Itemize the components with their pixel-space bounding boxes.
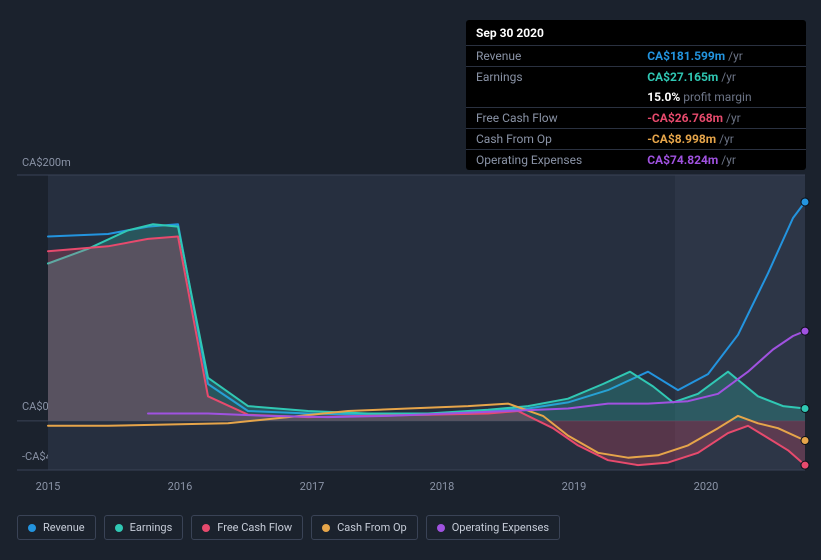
legend-label: Free Cash Flow xyxy=(217,521,292,534)
series-end-marker xyxy=(801,327,809,335)
legend-label: Earnings xyxy=(130,521,173,534)
series-end-marker xyxy=(801,198,809,206)
legend-dot-icon xyxy=(202,524,210,532)
legend-item[interactable]: Cash From Op xyxy=(311,515,418,540)
legend-dot-icon xyxy=(322,524,330,532)
legend-label: Operating Expenses xyxy=(452,521,549,534)
x-axis-label: 2018 xyxy=(430,480,455,493)
legend-item[interactable]: Operating Expenses xyxy=(426,515,560,540)
legend-dot-icon xyxy=(437,524,445,532)
legend-label: Revenue xyxy=(43,521,85,534)
legend-dot-icon xyxy=(28,524,36,532)
x-axis-label: 2020 xyxy=(694,480,719,493)
legend: Revenue Earnings Free Cash Flow Cash From O… xyxy=(17,515,560,540)
x-axis-label: 2019 xyxy=(562,480,587,493)
legend-dot-icon xyxy=(115,524,123,532)
legend-item[interactable]: Revenue xyxy=(17,515,96,540)
series-end-marker xyxy=(801,461,809,469)
legend-label: Cash From Op xyxy=(337,521,407,534)
x-axis-label: 2017 xyxy=(300,480,325,493)
series-end-marker xyxy=(801,405,809,413)
x-axis-label: 2015 xyxy=(36,480,61,493)
legend-item[interactable]: Earnings xyxy=(104,515,184,540)
x-axis-label: 2016 xyxy=(168,480,193,493)
legend-item[interactable]: Free Cash Flow xyxy=(191,515,303,540)
financials-chart[interactable] xyxy=(0,0,821,560)
series-end-marker xyxy=(801,437,809,445)
